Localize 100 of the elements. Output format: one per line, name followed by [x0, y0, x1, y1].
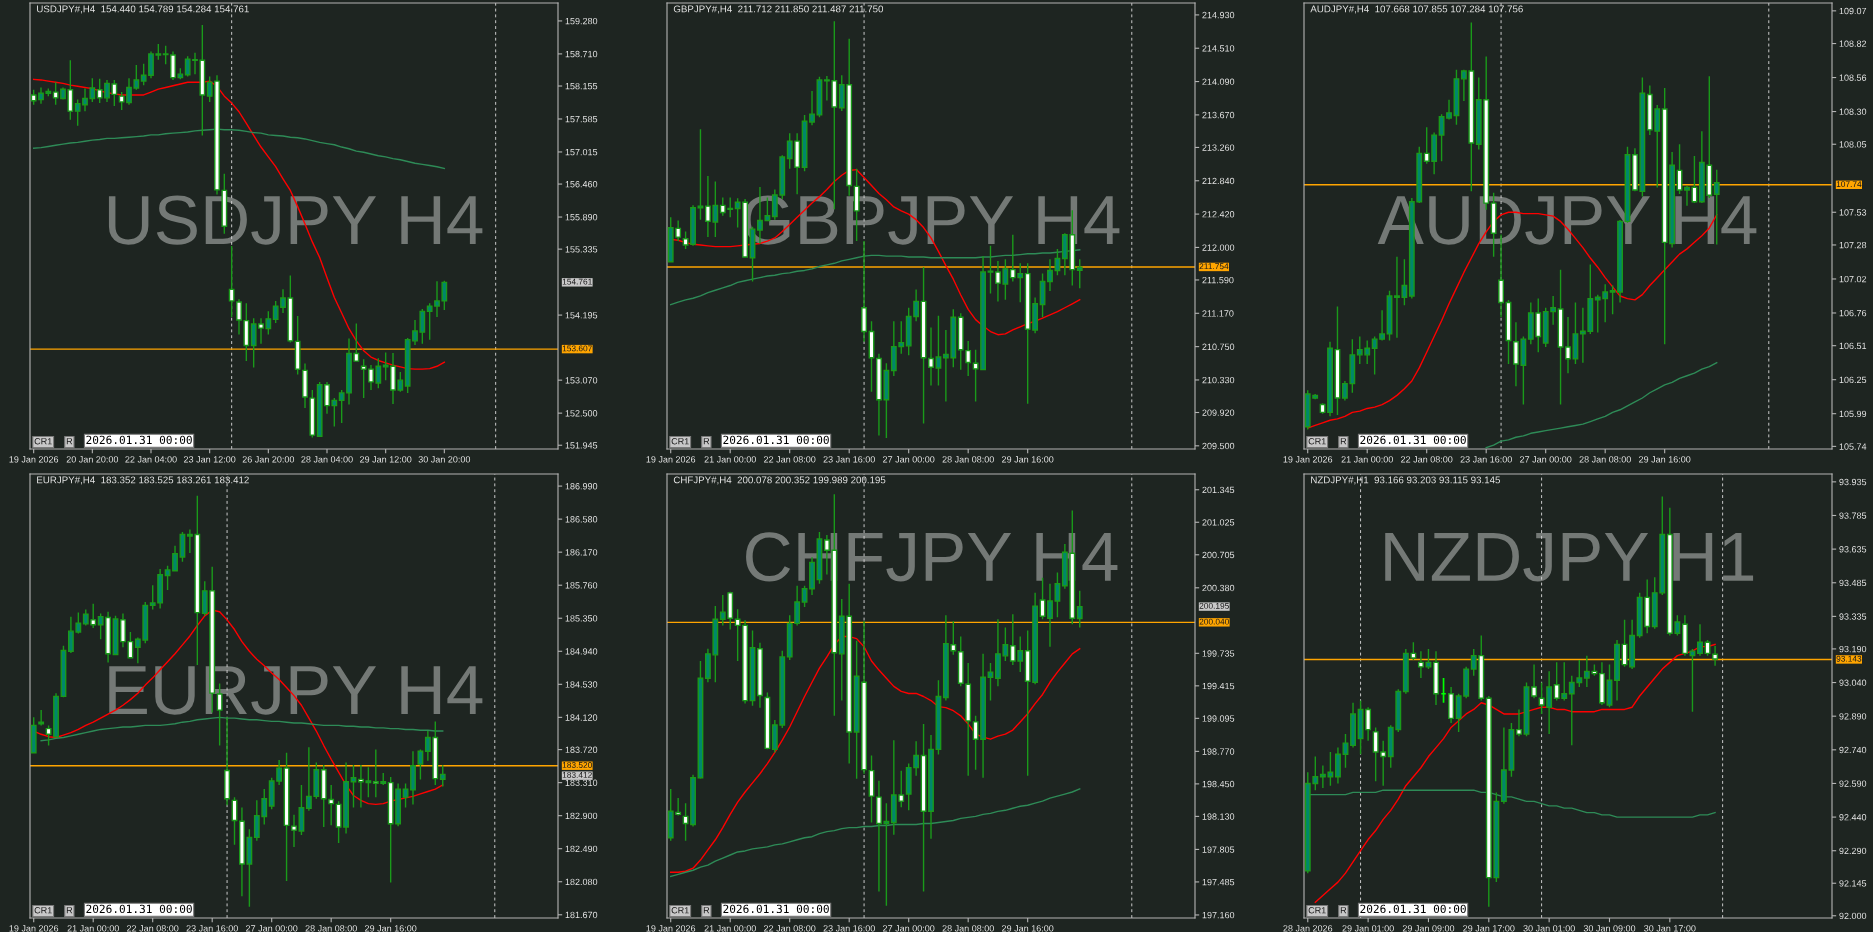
y-tick-label: 181.670 [565, 911, 598, 919]
x-tick-label: 28 Jan 08:00 [942, 925, 994, 932]
candlestick [1531, 663, 1538, 699]
candlestick [1598, 661, 1605, 706]
ref-line-label: 183.520 [562, 762, 592, 768]
y-tick-label: 183.720 [565, 746, 598, 753]
annotation: R [66, 907, 73, 914]
candlestick [1440, 677, 1447, 704]
line-series [670, 635, 1081, 873]
x-tick-label: 29 Jan 01:00 [1342, 925, 1394, 932]
candlestick [231, 796, 238, 846]
candlestick [1342, 733, 1349, 769]
y-tick-label: 106.76 [1839, 309, 1867, 317]
candlestick [1712, 645, 1719, 667]
candlestick [328, 784, 335, 827]
ref-line-label: 107.74 [1836, 181, 1862, 188]
y-tick-label: 108.56 [1839, 74, 1867, 81]
y-tick-label: 107.53 [1839, 209, 1867, 216]
candlestick [1676, 143, 1683, 195]
y-tick-label: 157.585 [565, 115, 598, 123]
y-tick-label: 200.380 [1202, 584, 1235, 592]
y-tick-label: 211.170 [1202, 310, 1234, 317]
y-tick-label: 214.930 [1202, 11, 1235, 19]
x-tick-label: 28 Jan 08:00 [942, 456, 994, 463]
line-series [40, 716, 444, 742]
y-tick-label: 159.280 [565, 17, 598, 25]
annotation: CR1 [671, 907, 689, 914]
candlestick [1334, 305, 1341, 416]
line-series [1314, 643, 1716, 903]
x-tick-label: 28 Jan 04:00 [301, 456, 353, 463]
y-tick-label: 155.335 [565, 246, 598, 253]
y-tick-label: 151.945 [565, 442, 598, 449]
candlestick [764, 691, 771, 751]
annotation: 2026.01.31 00:00 [1360, 435, 1466, 445]
x-tick-label: 21 Jan 00:00 [704, 456, 756, 463]
annotation: 2026.01.31 00:00 [86, 435, 192, 445]
y-tick-label: 199.735 [1202, 650, 1235, 657]
ref-line-label: 93.143 [1836, 655, 1862, 662]
y-tick-label: 93.190 [1839, 645, 1867, 653]
candlestick [30, 716, 37, 755]
y-tick-label: 92.440 [1839, 814, 1867, 821]
x-tick-label: 26 Jan 20:00 [242, 456, 295, 463]
y-tick-label: 158.710 [565, 50, 598, 58]
x-tick-label: 27 Jan 00:00 [883, 456, 935, 463]
x-tick-label: 22 Jan 08:00 [127, 925, 179, 932]
y-tick-label: 209.920 [1202, 409, 1235, 416]
x-tick-label: 22 Jan 08:00 [764, 456, 816, 463]
annotation: R [703, 438, 710, 445]
x-tick-label: 30 Jan 09:00 [1583, 925, 1636, 932]
y-tick-label: 93.040 [1839, 679, 1867, 686]
candlestick [1433, 650, 1439, 706]
candlestick [957, 312, 964, 371]
x-tick-label: 23 Jan 12:00 [184, 456, 236, 463]
y-tick-label: 213.260 [1202, 144, 1235, 151]
candlestick [410, 750, 416, 806]
y-tick-label: 197.485 [1202, 878, 1235, 886]
y-tick-label: 92.590 [1839, 780, 1867, 787]
y-tick-label: 182.490 [565, 845, 598, 853]
y-tick-label: 185.350 [565, 615, 598, 622]
x-tick-label: 22 Jan 04:00 [125, 456, 177, 463]
candlestick [965, 340, 972, 377]
ref-line-label: 200.040 [1199, 618, 1229, 625]
y-tick-label: 92.000 [1839, 912, 1867, 920]
y-tick-label: 92.145 [1839, 880, 1867, 887]
x-tick-label: 21 Jan 00:00 [67, 925, 119, 932]
x-tick-label: 28 Jan 2026 [1283, 925, 1333, 932]
candlestick [1557, 269, 1564, 406]
candlestick [298, 784, 305, 836]
candlestick [965, 662, 972, 777]
candlestick [320, 764, 327, 828]
y-tick-label: 108.82 [1839, 40, 1867, 47]
y-tick-label: 186.170 [565, 549, 598, 556]
candlestick [224, 716, 230, 806]
candlestick [402, 782, 409, 809]
annotation: CR1 [1308, 907, 1326, 914]
y-tick-label: 107.28 [1839, 241, 1867, 249]
candlestick [1039, 272, 1046, 318]
chart-title: CHFJPY#,H4 200.078 200.352 199.989 200.195 [673, 476, 886, 485]
chart-title: EURJPY#,H4 183.352 183.525 183.261 183.412 [37, 476, 249, 485]
candlestick [1350, 702, 1356, 749]
y-tick-label: 184.940 [565, 648, 598, 655]
candlestick [987, 662, 994, 702]
y-tick-label: 93.635 [1839, 546, 1867, 553]
candlestick [1334, 746, 1341, 785]
y-tick-label: 212.420 [1202, 211, 1235, 218]
x-tick-label: 19 Jan 2026 [646, 925, 696, 932]
chart-title: USDJPY#,H4 154.440 154.789 154.284 154.761 [37, 5, 249, 14]
y-tick-label: 106.25 [1839, 376, 1867, 384]
y-tick-label: 108.05 [1839, 141, 1867, 148]
y-tick-label: 105.74 [1839, 443, 1867, 450]
candlestick [928, 734, 934, 840]
y-tick-label: 106.51 [1839, 342, 1867, 350]
candlestick [417, 748, 424, 781]
y-tick-label: 210.330 [1202, 376, 1235, 384]
y-tick-label: 108.30 [1839, 108, 1867, 115]
y-tick-label: 212.000 [1202, 244, 1235, 251]
y-tick-label: 184.120 [565, 714, 598, 721]
x-tick-label: 23 Jan 16:00 [1460, 456, 1512, 463]
candlestick [935, 314, 942, 387]
y-tick-label: 107.02 [1839, 275, 1867, 283]
